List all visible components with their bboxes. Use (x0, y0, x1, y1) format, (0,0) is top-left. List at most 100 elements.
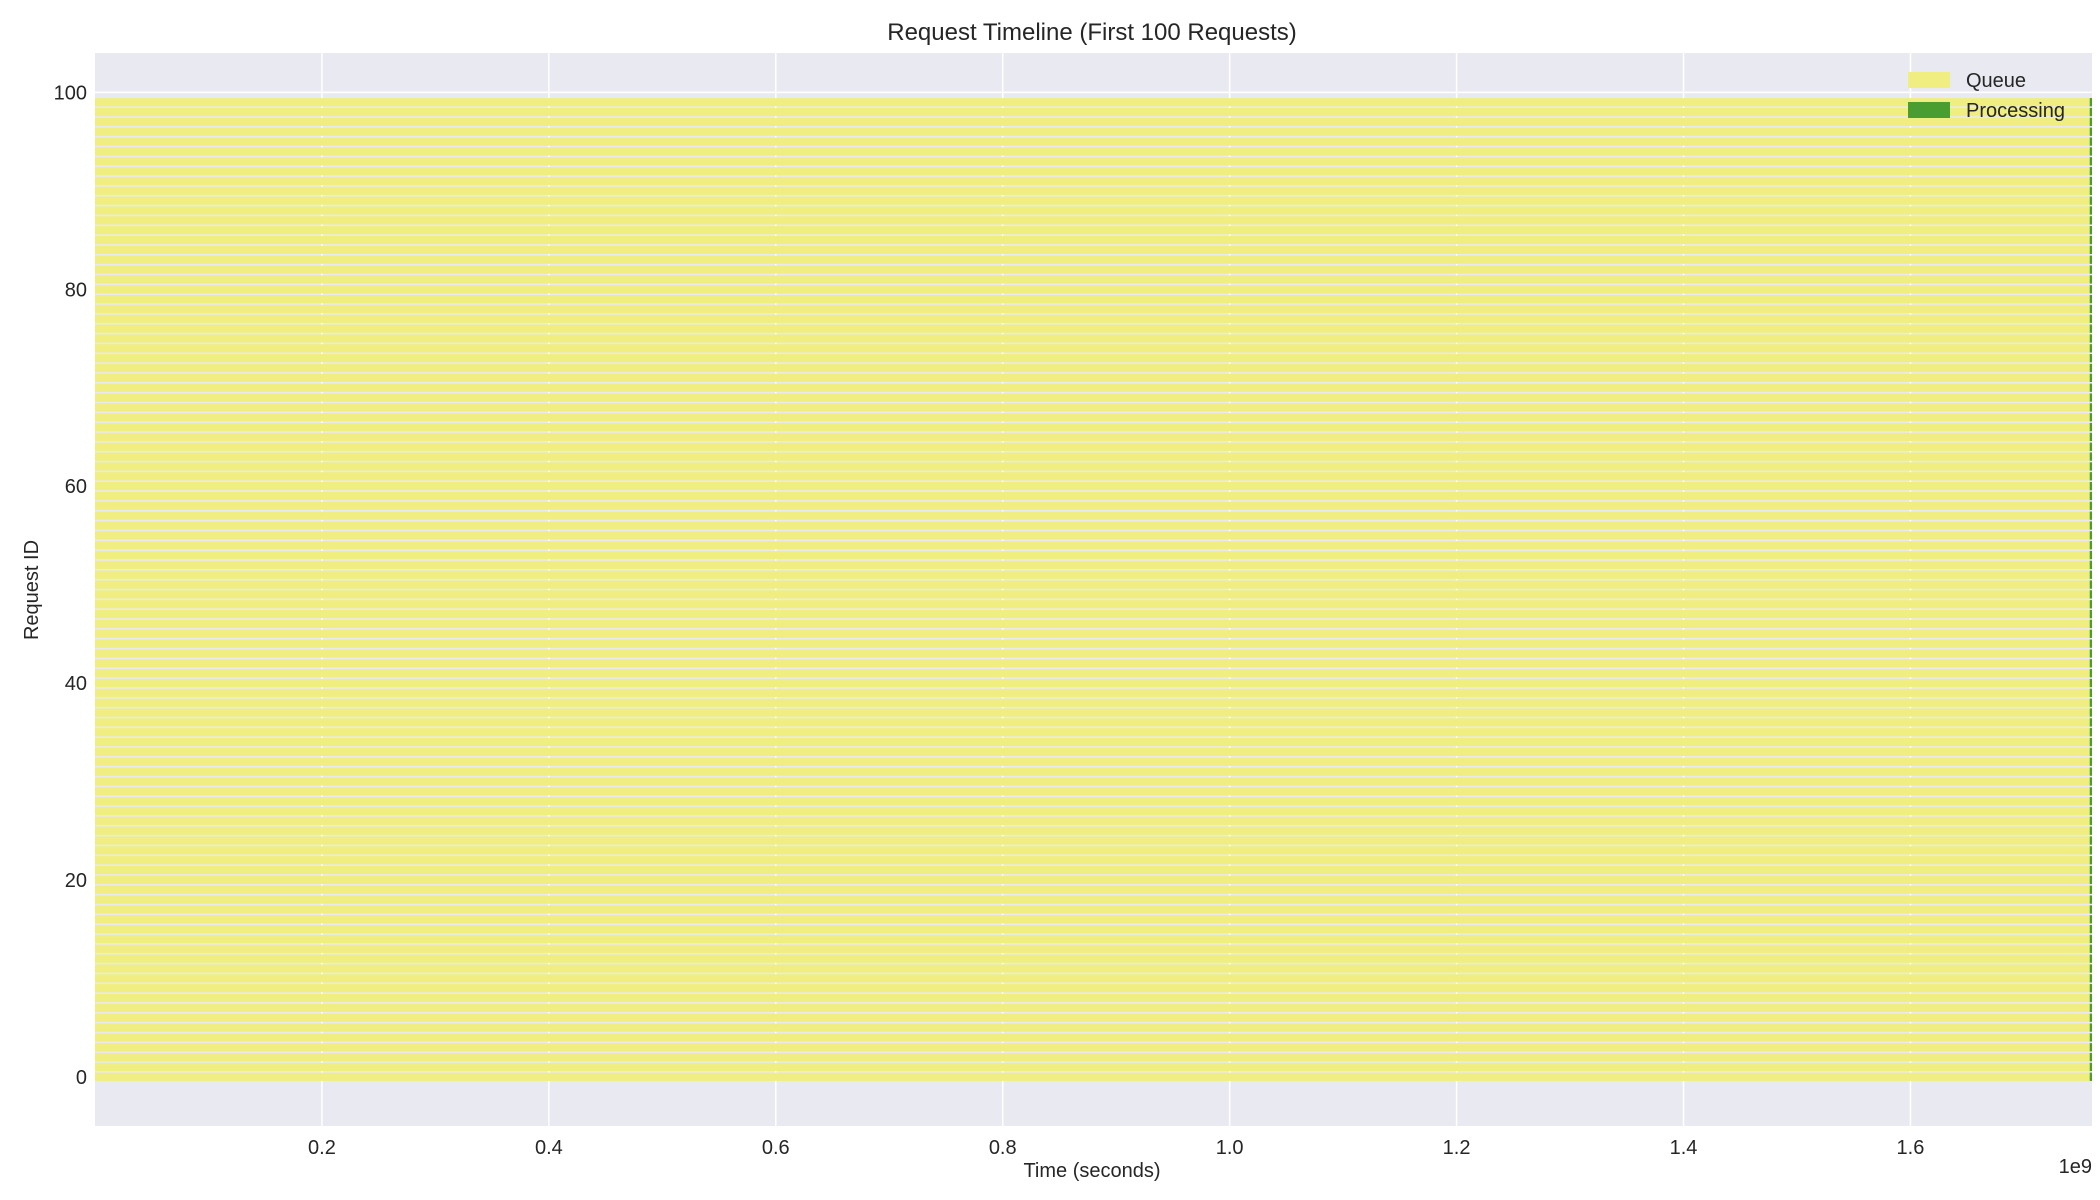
queue-bar-33 (95, 747, 2092, 757)
queue-bar-42 (95, 659, 2092, 668)
processing-bar-76 (2089, 324, 2092, 333)
processing-bar-55 (2089, 531, 2092, 540)
queue-bar-95 (95, 137, 2092, 146)
queue-bar-76 (95, 324, 2092, 333)
queue-bar-22 (95, 856, 2092, 865)
processing-bar-96 (2089, 127, 2092, 136)
queue-bar-2 (95, 1052, 2092, 1062)
processing-bar-83 (2089, 255, 2092, 264)
queue-bar-98 (95, 107, 2092, 117)
processing-bar-42 (2089, 659, 2092, 668)
queue-bar-34 (95, 737, 2092, 747)
processing-bar-56 (2089, 521, 2092, 530)
processing-bar-54 (2089, 541, 2092, 550)
queue-bar-70 (95, 383, 2092, 392)
processing-bar-22 (2089, 856, 2092, 865)
processing-bar-53 (2089, 550, 2092, 560)
processing-bar-69 (2089, 393, 2092, 402)
queue-bar-38 (95, 698, 2092, 707)
queue-bar-79 (95, 294, 2092, 304)
y-tick-label: 100 (54, 82, 87, 104)
legend-swatch-queue (1908, 72, 1950, 88)
processing-bar-51 (2089, 570, 2092, 579)
y-tick-label: 60 (65, 476, 87, 498)
queue-bar-94 (95, 147, 2092, 156)
processing-bar-26 (2089, 816, 2092, 825)
queue-bar-55 (95, 531, 2092, 540)
queue-bar-78 (95, 304, 2092, 314)
queue-bar-65 (95, 432, 2092, 442)
legend-label-processing: Processing (1966, 100, 2065, 122)
processing-bar-17 (2089, 905, 2092, 914)
processing-bar-21 (2089, 865, 2092, 875)
queue-bar-74 (95, 344, 2092, 353)
queue-bar-56 (95, 521, 2092, 530)
queue-bar-18 (95, 895, 2092, 904)
processing-bar-25 (2089, 826, 2092, 835)
queue-bar-12 (95, 954, 2092, 963)
processing-bar-24 (2089, 836, 2092, 845)
legend-swatch-processing (1908, 102, 1950, 118)
processing-bar-87 (2089, 216, 2092, 225)
queue-bar-84 (95, 245, 2092, 255)
queue-bar-0 (95, 1072, 2092, 1081)
queue-bar-16 (95, 915, 2092, 924)
x-tick-label: 1.4 (1670, 1137, 1698, 1159)
processing-bar-48 (2089, 600, 2092, 609)
processing-bar-60 (2089, 482, 2092, 491)
queue-bar-25 (95, 826, 2092, 835)
processing-bar-66 (2089, 422, 2092, 432)
y-tick-label: 80 (65, 279, 87, 301)
processing-bar-1 (2089, 1062, 2092, 1072)
processing-bar-38 (2089, 698, 2092, 707)
queue-bar-59 (95, 491, 2092, 501)
processing-bar-77 (2089, 314, 2092, 323)
processing-bar-62 (2089, 462, 2092, 471)
queue-bar-61 (95, 472, 2092, 481)
queue-bar-75 (95, 334, 2092, 343)
queue-bar-62 (95, 462, 2092, 471)
queue-bar-80 (95, 285, 2092, 294)
queue-bar-7 (95, 1003, 2092, 1013)
processing-bar-65 (2089, 432, 2092, 442)
processing-bar-79 (2089, 294, 2092, 304)
processing-bar-86 (2089, 226, 2092, 235)
queue-bar-46 (95, 619, 2092, 629)
processing-bar-74 (2089, 344, 2092, 353)
processing-bar-71 (2089, 373, 2092, 382)
processing-bar-29 (2089, 787, 2092, 796)
queue-bar-29 (95, 787, 2092, 796)
queue-bar-28 (95, 797, 2092, 806)
queue-bar-53 (95, 550, 2092, 560)
queue-bar-9 (95, 984, 2092, 993)
queue-bar-47 (95, 609, 2092, 619)
processing-bar-93 (2089, 157, 2092, 166)
queue-bar-27 (95, 806, 2092, 816)
queue-bar-36 (95, 718, 2092, 727)
queue-bar-71 (95, 373, 2092, 382)
processing-bar-20 (2089, 875, 2092, 885)
queue-bar-54 (95, 541, 2092, 550)
processing-bar-68 (2089, 403, 2092, 412)
processing-bar-52 (2089, 560, 2092, 570)
x-tick-label: 0.6 (762, 1137, 790, 1159)
queue-bar-81 (95, 275, 2092, 284)
queue-bar-20 (95, 875, 2092, 885)
processing-bar-82 (2089, 265, 2092, 274)
processing-bar-40 (2089, 678, 2092, 688)
processing-bar-97 (2089, 117, 2092, 127)
processing-bar-59 (2089, 491, 2092, 501)
processing-bar-94 (2089, 147, 2092, 156)
processing-bar-28 (2089, 797, 2092, 806)
processing-bar-3 (2089, 1043, 2092, 1052)
queue-bar-19 (95, 885, 2092, 894)
queue-bar-45 (95, 629, 2092, 638)
processing-bar-85 (2089, 235, 2092, 245)
queue-bar-24 (95, 836, 2092, 845)
queue-bar-50 (95, 580, 2092, 589)
queue-bar-52 (95, 560, 2092, 570)
processing-bar-46 (2089, 619, 2092, 629)
processing-bar-13 (2089, 944, 2092, 953)
queue-bar-87 (95, 216, 2092, 225)
queue-bar-57 (95, 511, 2092, 520)
